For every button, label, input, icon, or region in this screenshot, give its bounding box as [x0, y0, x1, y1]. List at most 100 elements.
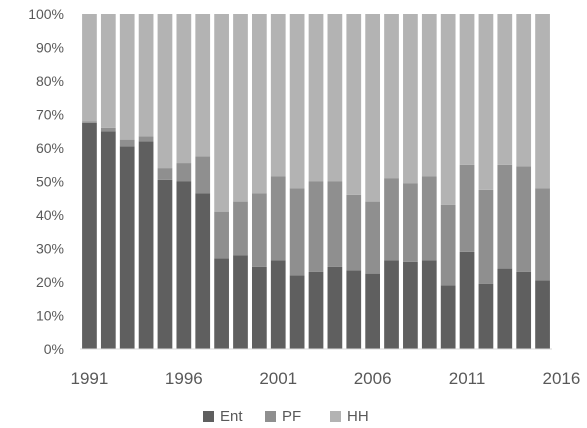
- bar-hh-1993: [119, 14, 135, 140]
- bar-pf-2006: [365, 201, 381, 274]
- y-tick-label: 90%: [36, 40, 64, 56]
- bar-ent-1998: [214, 258, 229, 349]
- bar-pf-2001: [270, 176, 286, 261]
- x-tick-label: 2011: [449, 369, 486, 388]
- bar-hh-1994: [138, 14, 154, 137]
- x-tick-label: 1996: [165, 369, 203, 388]
- bar-ent-2006: [365, 273, 381, 350]
- bar-pf-1995: [157, 168, 173, 180]
- y-tick-label: 40%: [36, 207, 64, 223]
- bar-ent-2007: [384, 260, 399, 349]
- bar-hh-2015: [535, 14, 550, 189]
- y-tick-label: 80%: [36, 73, 64, 89]
- bar-ent-2001: [270, 260, 286, 349]
- bar-ent-1993: [119, 146, 135, 349]
- bar-ent-2013: [497, 268, 513, 349]
- bar-hh-2011: [459, 14, 475, 165]
- legend-label-pf: PF: [282, 408, 301, 425]
- bar-ent-2003: [308, 271, 324, 349]
- legend-label-ent: Ent: [220, 408, 243, 425]
- bar-hh-2005: [346, 14, 362, 195]
- bar-ent-2005: [346, 270, 362, 349]
- y-tick-label: 70%: [36, 107, 64, 123]
- bar-ent-1994: [138, 141, 154, 349]
- bar-hh-1999: [233, 14, 248, 202]
- bar-hh-2013: [497, 14, 513, 165]
- bar-pf-2011: [459, 164, 475, 252]
- y-tick-label: 100%: [28, 6, 64, 22]
- bar-hh-1992: [100, 14, 116, 128]
- legend: Ent PF HH: [203, 408, 369, 425]
- bar-hh-2004: [327, 14, 343, 182]
- bar-hh-1995: [157, 14, 173, 169]
- legend-swatch-hh: [330, 411, 341, 422]
- bar-ent-2002: [289, 275, 305, 349]
- bar-pf-1993: [119, 139, 135, 147]
- bar-pf-1996: [176, 163, 192, 182]
- bar-ent-2000: [252, 266, 267, 349]
- bar-pf-2009: [421, 176, 437, 261]
- bar-pf-2003: [308, 181, 324, 272]
- bar-ent-2011: [459, 251, 475, 349]
- bar-pf-2008: [403, 183, 418, 262]
- bar-hh-2000: [252, 14, 267, 194]
- bar-ent-2008: [403, 261, 418, 349]
- bar-ent-1995: [157, 179, 173, 349]
- bar-pf-2013: [497, 164, 513, 269]
- y-tick-label: 60%: [36, 140, 64, 156]
- bar-pf-1992: [100, 127, 116, 132]
- bar-hh-1998: [214, 14, 229, 212]
- bar-ent-2015: [535, 280, 550, 349]
- y-tick-label: 20%: [36, 274, 64, 290]
- legend-label-hh: HH: [347, 408, 369, 425]
- bar-hh-2010: [440, 14, 456, 205]
- bars: [82, 14, 550, 350]
- bar-pf-1997: [195, 156, 211, 194]
- bar-hh-2012: [478, 14, 494, 190]
- bar-hh-1991: [82, 14, 97, 122]
- bar-pf-1999: [233, 201, 248, 256]
- bar-ent-1996: [176, 181, 192, 349]
- bar-pf-2007: [384, 178, 399, 261]
- bar-pf-2000: [252, 193, 267, 267]
- bar-ent-2010: [440, 285, 456, 349]
- bar-hh-2014: [516, 14, 532, 167]
- bar-pf-2010: [440, 204, 456, 286]
- bar-pf-2004: [327, 181, 343, 267]
- bar-ent-2012: [478, 283, 494, 349]
- bar-pf-2014: [516, 166, 532, 272]
- x-axis: 1991 1996 2001 2006 2011 2016: [71, 369, 581, 388]
- bar-pf-2012: [478, 189, 494, 284]
- bar-pf-1994: [138, 136, 154, 142]
- y-tick-label: 50%: [36, 174, 64, 190]
- legend-swatch-pf: [265, 411, 276, 422]
- bar-ent-2009: [421, 260, 437, 349]
- x-tick-label: 2016: [543, 369, 581, 388]
- bar-hh-2008: [403, 14, 418, 184]
- bar-ent-1997: [195, 193, 211, 349]
- bar-hh-2006: [365, 14, 381, 202]
- y-tick-label: 10%: [36, 308, 64, 324]
- bar-ent-1991: [82, 122, 97, 350]
- bar-pf-2005: [346, 194, 362, 271]
- bar-ent-2004: [327, 266, 343, 349]
- y-tick-label: 30%: [36, 241, 64, 257]
- y-tick-label: 0%: [44, 341, 64, 357]
- bar-pf-2015: [535, 188, 550, 281]
- bar-ent-1992: [100, 131, 116, 349]
- bar-pf-1991: [82, 121, 97, 123]
- bar-hh-2009: [421, 14, 437, 177]
- legend-swatch-ent: [203, 411, 214, 422]
- x-tick-label: 2006: [354, 369, 392, 388]
- bar-ent-2014: [516, 271, 532, 349]
- bar-pf-1998: [214, 211, 229, 259]
- bar-ent-1999: [233, 255, 248, 349]
- bar-hh-2001: [270, 14, 286, 177]
- x-tick-label: 1991: [71, 369, 109, 388]
- bar-hh-2007: [384, 14, 399, 179]
- bar-hh-1996: [176, 14, 192, 164]
- y-axis: 0% 10% 20% 30% 40% 50% 60% 70% 80% 90% 100%: [28, 6, 64, 357]
- bar-hh-2002: [289, 14, 305, 189]
- bar-hh-1997: [195, 14, 211, 157]
